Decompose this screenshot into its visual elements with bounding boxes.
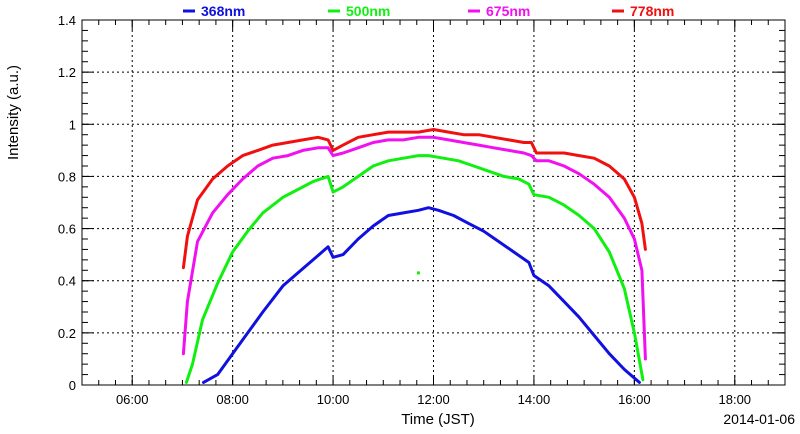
series-line-675nm	[181, 135, 647, 361]
x-tick-label: 08:00	[216, 392, 249, 407]
legend-label-368nm: 368nm	[201, 3, 245, 19]
y-tick-label: 1.4	[58, 13, 76, 28]
y-tick-label: 1.2	[58, 65, 76, 80]
y-tick-label: 0.8	[58, 169, 76, 184]
x-tick-label: 10:00	[317, 392, 350, 407]
y-tick-label: 0.6	[58, 222, 76, 237]
series-layer	[181, 128, 647, 384]
y-axis-title: Intensity (a.u.)	[5, 65, 22, 160]
y-tick-label: 0.4	[58, 274, 76, 289]
date-label: 2014-01-06	[723, 411, 795, 427]
series-line-778nm	[181, 128, 647, 270]
x-tick-label: 16:00	[618, 392, 651, 407]
legend-label-675nm: 675nm	[486, 3, 530, 19]
y-tick-label: 0.2	[58, 326, 76, 341]
axis-ticks: 06:00 08:00 10:00 12:00 14:00 16:00 18:00 0 0.2 0…	[58, 13, 786, 407]
x-tick-label: 18:00	[719, 392, 752, 407]
y-tick-label: 1	[69, 117, 76, 132]
outlier-point	[416, 271, 420, 275]
series-line-368nm	[202, 206, 641, 384]
y-tick-label: 0	[69, 378, 76, 393]
legend: 368nm 500nm 675nm 778nm	[183, 3, 674, 19]
legend-label-500nm: 500nm	[346, 3, 390, 19]
grid	[82, 20, 785, 385]
x-tick-label: 14:00	[518, 392, 551, 407]
legend-label-778nm: 778nm	[630, 3, 674, 19]
series-line-500nm	[184, 154, 645, 384]
x-tick-label: 06:00	[116, 392, 149, 407]
x-tick-label: 12:00	[417, 392, 450, 407]
x-axis-title: Time (JST)	[401, 411, 475, 428]
